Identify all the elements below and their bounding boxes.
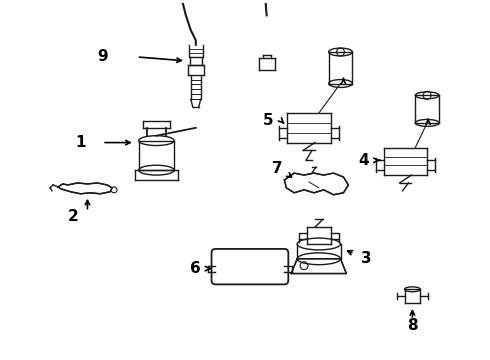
Polygon shape bbox=[291, 259, 346, 274]
Text: 9: 9 bbox=[97, 49, 107, 64]
Text: 3: 3 bbox=[361, 251, 371, 266]
Text: 5: 5 bbox=[262, 113, 273, 129]
Text: 7: 7 bbox=[272, 161, 283, 176]
Polygon shape bbox=[58, 183, 112, 194]
Text: 6: 6 bbox=[191, 261, 201, 276]
Text: 2: 2 bbox=[67, 209, 78, 224]
Text: 8: 8 bbox=[407, 318, 417, 333]
Text: 1: 1 bbox=[75, 135, 86, 150]
Text: 4: 4 bbox=[358, 153, 368, 168]
Polygon shape bbox=[284, 173, 348, 195]
